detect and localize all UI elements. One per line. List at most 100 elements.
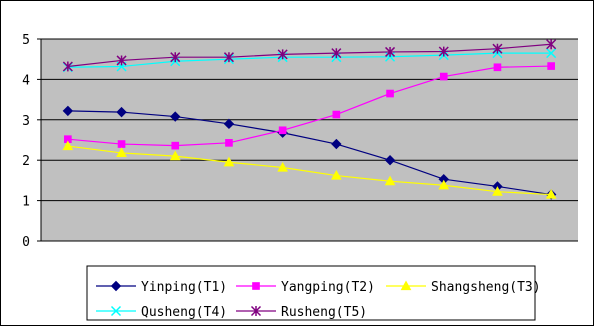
- data-point: [439, 72, 448, 81]
- data-point: [545, 189, 557, 199]
- marker-star: [438, 46, 449, 57]
- marker-square: [171, 141, 180, 150]
- data-point: [331, 138, 342, 150]
- marker-star: [223, 52, 234, 63]
- data-point: [278, 126, 287, 135]
- series-line: [67, 110, 552, 196]
- marker-x: [546, 48, 557, 59]
- marker-square: [332, 110, 341, 119]
- series-shangsheng-t3: [62, 140, 557, 199]
- marker-square: [386, 89, 394, 98]
- data-point: [223, 118, 235, 130]
- data-point: [546, 48, 557, 59]
- legend-entry: Yinping(T1): [96, 280, 227, 295]
- y-tick-label: 3: [22, 114, 30, 129]
- legend-entry: Yangping(T2): [236, 280, 375, 295]
- data-point: [171, 141, 180, 150]
- data-point: [62, 61, 73, 72]
- marker-triangle: [62, 140, 74, 151]
- legend-label: Yinping(T1): [141, 280, 227, 295]
- data-point: [385, 46, 396, 57]
- marker-triangle: [277, 161, 288, 172]
- data-point: [64, 135, 72, 144]
- legend-box: [86, 265, 536, 321]
- data-point: [492, 186, 503, 196]
- data-point: [384, 154, 396, 166]
- series-yangping-t2: [64, 62, 555, 150]
- marker-star: [331, 48, 342, 59]
- data-point: [223, 156, 235, 167]
- y-tick-label: 5: [22, 33, 30, 48]
- legend-entry: Qusheng(T4): [96, 305, 227, 320]
- series-rusheng-t5: [62, 39, 557, 72]
- marker-star: [277, 49, 288, 60]
- marker-square: [493, 63, 502, 72]
- data-point: [62, 105, 74, 117]
- marker-star: [250, 305, 262, 317]
- marker-star: [62, 61, 73, 72]
- marker-star: [170, 52, 181, 63]
- plot-area: 0 1 2 3 4 5: [22, 33, 578, 250]
- marker-square: [64, 135, 72, 144]
- legend-entry: Shangsheng(T3): [386, 280, 541, 295]
- data-point: [438, 46, 449, 57]
- data-point: [438, 179, 450, 190]
- marker-triangle: [384, 175, 396, 186]
- marker-triangle: [116, 147, 127, 158]
- marker-triangle: [545, 189, 557, 199]
- marker-star: [116, 55, 127, 66]
- marker-diamond: [170, 111, 181, 122]
- marker-triangle: [492, 186, 503, 196]
- marker-diamond: [62, 105, 74, 117]
- data-point: [170, 111, 181, 122]
- y-tick-label: 4: [22, 73, 30, 88]
- y-tick-label: 2: [22, 154, 30, 169]
- y-tick-label: 1: [22, 195, 30, 210]
- legend-label: Qusheng(T4): [141, 305, 227, 320]
- marker-square: [547, 62, 555, 70]
- marker-square: [252, 282, 260, 290]
- data-point: [331, 170, 342, 180]
- data-point: [116, 147, 127, 158]
- data-point: [116, 55, 127, 66]
- data-point: [547, 62, 555, 70]
- series-line: [67, 43, 552, 68]
- marker-diamond: [223, 118, 235, 130]
- marker-triangle: [169, 150, 181, 161]
- marker-star: [385, 46, 396, 57]
- data-point: [170, 52, 181, 63]
- data-point: [277, 161, 288, 172]
- marker-square: [439, 72, 448, 81]
- series-layer: [62, 39, 557, 200]
- data-point: [169, 150, 181, 161]
- marker-x: [110, 305, 122, 317]
- marker-star: [492, 43, 503, 54]
- legend-entry: Rusheng(T5): [236, 305, 367, 320]
- legend-label: Shangsheng(T3): [431, 280, 541, 295]
- series-line: [67, 145, 552, 196]
- plot-background: [41, 39, 578, 241]
- data-point: [277, 49, 288, 60]
- series-line: [67, 65, 552, 147]
- data-point: [331, 48, 342, 59]
- marker-diamond: [110, 280, 122, 292]
- data-point: [386, 89, 394, 98]
- data-point: [116, 106, 127, 118]
- legend: Yinping(T1) Yangping(T2) Shangsheng(T3) Qus…: [86, 265, 541, 321]
- marker-diamond: [116, 106, 127, 118]
- marker-square: [225, 139, 233, 147]
- series-line: [67, 52, 552, 68]
- data-point: [225, 139, 233, 147]
- data-point: [332, 110, 341, 119]
- data-point: [492, 43, 503, 54]
- legend-label: Rusheng(T5): [281, 305, 367, 320]
- marker-triangle: [331, 170, 342, 180]
- marker-square: [117, 140, 126, 148]
- y-tick-label: 0: [22, 235, 30, 250]
- marker-triangle: [223, 156, 235, 167]
- data-point: [493, 63, 502, 72]
- marker-diamond: [331, 138, 342, 150]
- data-point: [223, 52, 234, 63]
